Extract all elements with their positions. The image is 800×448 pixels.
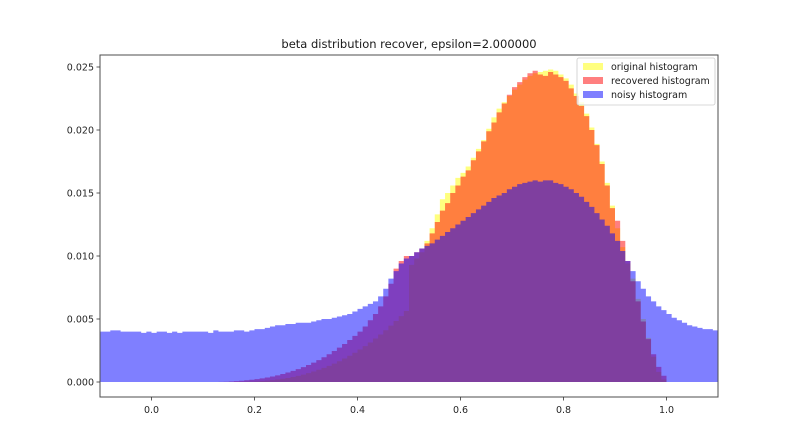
x-tick-label: 1.0 bbox=[659, 405, 674, 416]
axes-frame bbox=[99, 54, 719, 398]
y-tick-label: 0.020 bbox=[67, 126, 94, 137]
legend-label: original histogram bbox=[611, 62, 698, 73]
y-tick-label: 0.025 bbox=[67, 63, 94, 74]
y-tick-label: 0.015 bbox=[67, 189, 94, 200]
legend-swatch bbox=[583, 77, 603, 84]
y-tick-label: 0.010 bbox=[67, 252, 94, 263]
legend-swatch bbox=[583, 91, 603, 98]
y-tick-label: 0.005 bbox=[67, 315, 94, 326]
chart-title: beta distribution recover, epsilon=2.000… bbox=[281, 37, 536, 51]
y-axis: 0.000 0.005 0.010 0.015 0.020 0.025 bbox=[67, 63, 100, 389]
legend-label: noisy histogram bbox=[611, 90, 687, 101]
histogram-series-noisy bbox=[100, 180, 718, 382]
legend-swatch bbox=[583, 63, 603, 70]
legend: original histogram recovered histogram noi… bbox=[576, 57, 716, 106]
y-tick-label: 0.000 bbox=[67, 378, 94, 389]
x-tick-label: 0.4 bbox=[350, 405, 365, 416]
x-axis: 0.0 0.2 0.4 0.6 0.8 1.0 bbox=[144, 397, 674, 416]
x-tick-label: 0.6 bbox=[453, 405, 468, 416]
x-tick-label: 0.8 bbox=[556, 405, 571, 416]
plot-area bbox=[100, 69, 718, 383]
histogram-bars bbox=[100, 180, 718, 382]
x-tick-label: 0.0 bbox=[144, 405, 159, 416]
legend-box bbox=[576, 57, 716, 106]
x-tick-label: 0.2 bbox=[247, 405, 262, 416]
legend-label: recovered histogram bbox=[611, 76, 710, 87]
